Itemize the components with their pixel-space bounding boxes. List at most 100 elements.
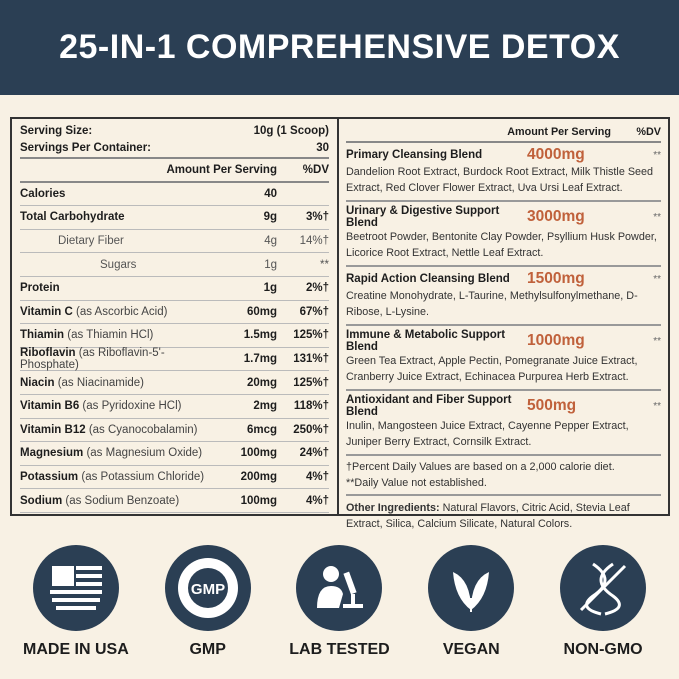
nutrient-row: Calories 40 [20,183,329,207]
nutrient-amount: 6mcg [246,423,277,436]
nutrient-amount: 20mg [246,376,277,389]
servings-label: Servings Per Container: [20,142,152,154]
nutrient-name: Protein [20,282,60,295]
nutrient-row: Vitamin C (as Ascorbic Acid) 60mg 67%† [20,301,329,325]
blend-column-header: Amount Per Serving %DV [346,123,661,143]
blend-dv: ** [653,273,661,285]
badge-label: MADE IN USA [23,641,129,658]
nutrient-name: Vitamin C [20,305,73,318]
nutrient-dv: 67%† [299,305,329,318]
badge-label: LAB TESTED [289,641,390,658]
blends: Amount Per Serving %DV Primary Cleansing … [339,119,668,530]
footnote-dv: †Percent Daily Values are based on a 2,0… [346,461,615,473]
nutrient-row: Potassium (as Potassium Chloride) 200mg 4%… [20,466,329,490]
blend-name: Antioxidant and Fiber Support Blend [346,394,512,418]
nutrient-amount: 100mg [240,447,277,460]
badge-label: VEGAN [442,641,500,658]
nutrient-amount: 2mg [253,400,277,413]
badge-vegan: VEGAN [411,545,531,659]
nutrient-row: Dietary Fiber 4g 14%† [20,230,329,254]
nutrient-amount: 1g [264,258,277,271]
nutrient-amount: 1g [263,282,277,295]
nutrition-facts: Serving Size: 10g (1 Scoop) Servings Per … [12,119,339,514]
blend-name: Rapid Action Cleansing Blend [346,273,510,285]
nutrient-detail: (as Magnesium Oxide) [83,447,203,460]
nutrient-dv: 24%† [299,447,329,460]
footnotes: †Percent Daily Values are based on a 2,0… [346,456,661,496]
nutrient-amount: 40 [264,187,277,200]
blend: Rapid Action Cleansing Blend 1500mg ** Crea… [346,267,661,326]
nutrient-row: Vitamin B6 (as Pyridoxine HCl) 2mg 118%† [20,395,329,419]
blend-name: Primary Cleansing Blend [346,149,483,161]
nutrient-amount: 1.5mg [243,329,277,342]
nutrient-name: Sugars [100,258,137,271]
nutrient-name: Vitamin B6 [20,400,80,413]
nutrient-name: Niacin [20,376,55,389]
serving-size-label: Serving Size: [20,125,93,137]
other-ingredients-label: Other Ingredients: [346,502,440,514]
badge-gmp: GMP GMP [148,545,268,659]
nutrient-row: Total Carbohydrate 9g 3%† [20,206,329,230]
us-flag-icon [32,545,119,631]
blend: Primary Cleansing Blend 4000mg ** Dandelion… [346,143,661,202]
nutrient-row: Niacin (as Niacinamide) 20mg 125%† [20,371,329,395]
nutrient-amount: 1.7mg [243,353,277,366]
nutrient-name: Potassium [20,471,79,484]
nutrient-dv: 125%† [293,376,329,389]
blend-amount: 500mg [527,397,577,414]
nutrient-detail: (as Cyanocobalamin) [85,423,198,436]
page-title: 25-IN-1 COMPREHENSIVE DETOX [0,0,679,95]
nutrient-dv: 250%† [293,423,329,436]
badge-label: NON-GMO [563,641,643,658]
blend-dv: ** [653,400,661,412]
nutrient-name: Vitamin B12 [20,423,86,436]
blend-name: Urinary & Digestive Support Blend [346,205,500,229]
badge-label: GMP [189,641,226,658]
badge-non-gmo: NON-GMO [543,545,663,659]
nutrient-detail: (as Riboflavin-5'-Phosphate) [20,347,165,372]
nutrient-detail: (as Niacinamide) [54,376,144,389]
nutrient-detail: (as Potassium Chloride) [78,471,205,484]
blend-amount: 3000mg [527,208,585,225]
nutrient-dv: 14%† [299,235,329,248]
other-ingredients-text: Natural Flavors, Citric Acid, Stevia Lea… [346,502,630,530]
servings-value: 30 [316,142,329,154]
blend-amount: 1000mg [527,332,585,349]
nutrient-amount: 60mg [246,305,277,318]
supplement-facts-panel: Serving Size: 10g (1 Scoop) Servings Per … [10,117,670,530]
blend-dv: ** [653,149,661,161]
nutrient-row: Vitamin B12 (as Cyanocobalamin) 6mcg 250%† [20,419,329,443]
gmp-seal-icon: GMP [164,545,251,631]
nutrient-amount: 9g [263,211,277,224]
badge-lab-tested: LAB TESTED [279,545,399,659]
nutrient-detail: (as Ascorbic Acid) [72,305,168,318]
dv-header: %DV [302,163,329,176]
nutrient-detail: (as Pyridoxine HCl) [79,400,182,413]
blend-ingredients: Green Tea Extract, Apple Pectin, Pomegra… [346,355,638,383]
nutrient-row: Protein 1g 2%† [20,277,329,301]
blend: Urinary & Digestive Support Blend 3000mg *… [346,202,661,267]
badge-made-in-usa: MADE IN USA [16,545,136,659]
nutrient-dv: 4%† [305,494,329,507]
nutrient-row: Sugars 1g ** [20,253,329,277]
dna-icon [560,545,647,631]
blend-ingredients: Creatine Monohydrate, L-Taurine, Methyls… [346,290,638,318]
nutrient-dv: 131%† [293,353,329,366]
nutrient-dv: ** [320,258,329,271]
nutrient-row: Riboflavin (as Riboflavin-5'-Phosphate) 1… [20,347,329,372]
blend-ingredients: Beetroot Powder, Bentonite Clay Powder, … [346,231,657,259]
column-header: Amount Per Serving %DV [20,159,329,183]
nutrient-amount: 100mg [240,494,277,507]
blend-ingredients: Inulin, Mangosteen Juice Extract, Cayenn… [346,420,629,448]
nutrient-dv: 125%† [293,329,329,342]
microscope-icon [296,545,383,631]
nutrient-dv: 4%† [305,471,329,484]
nutrient-amount: 200mg [240,471,277,484]
svg-text:GMP: GMP [191,581,225,598]
nutrient-dv: 3%† [305,211,329,224]
blend-ingredients: Dandelion Root Extract, Burdock Root Ext… [346,166,654,194]
footnote-not-established: **Daily Value not established. [346,477,487,489]
nutrient-dv: 118%† [293,400,329,413]
nutrient-amount: 4g [264,235,277,248]
nutrient-detail: (as Thiamin HCl) [64,329,154,342]
